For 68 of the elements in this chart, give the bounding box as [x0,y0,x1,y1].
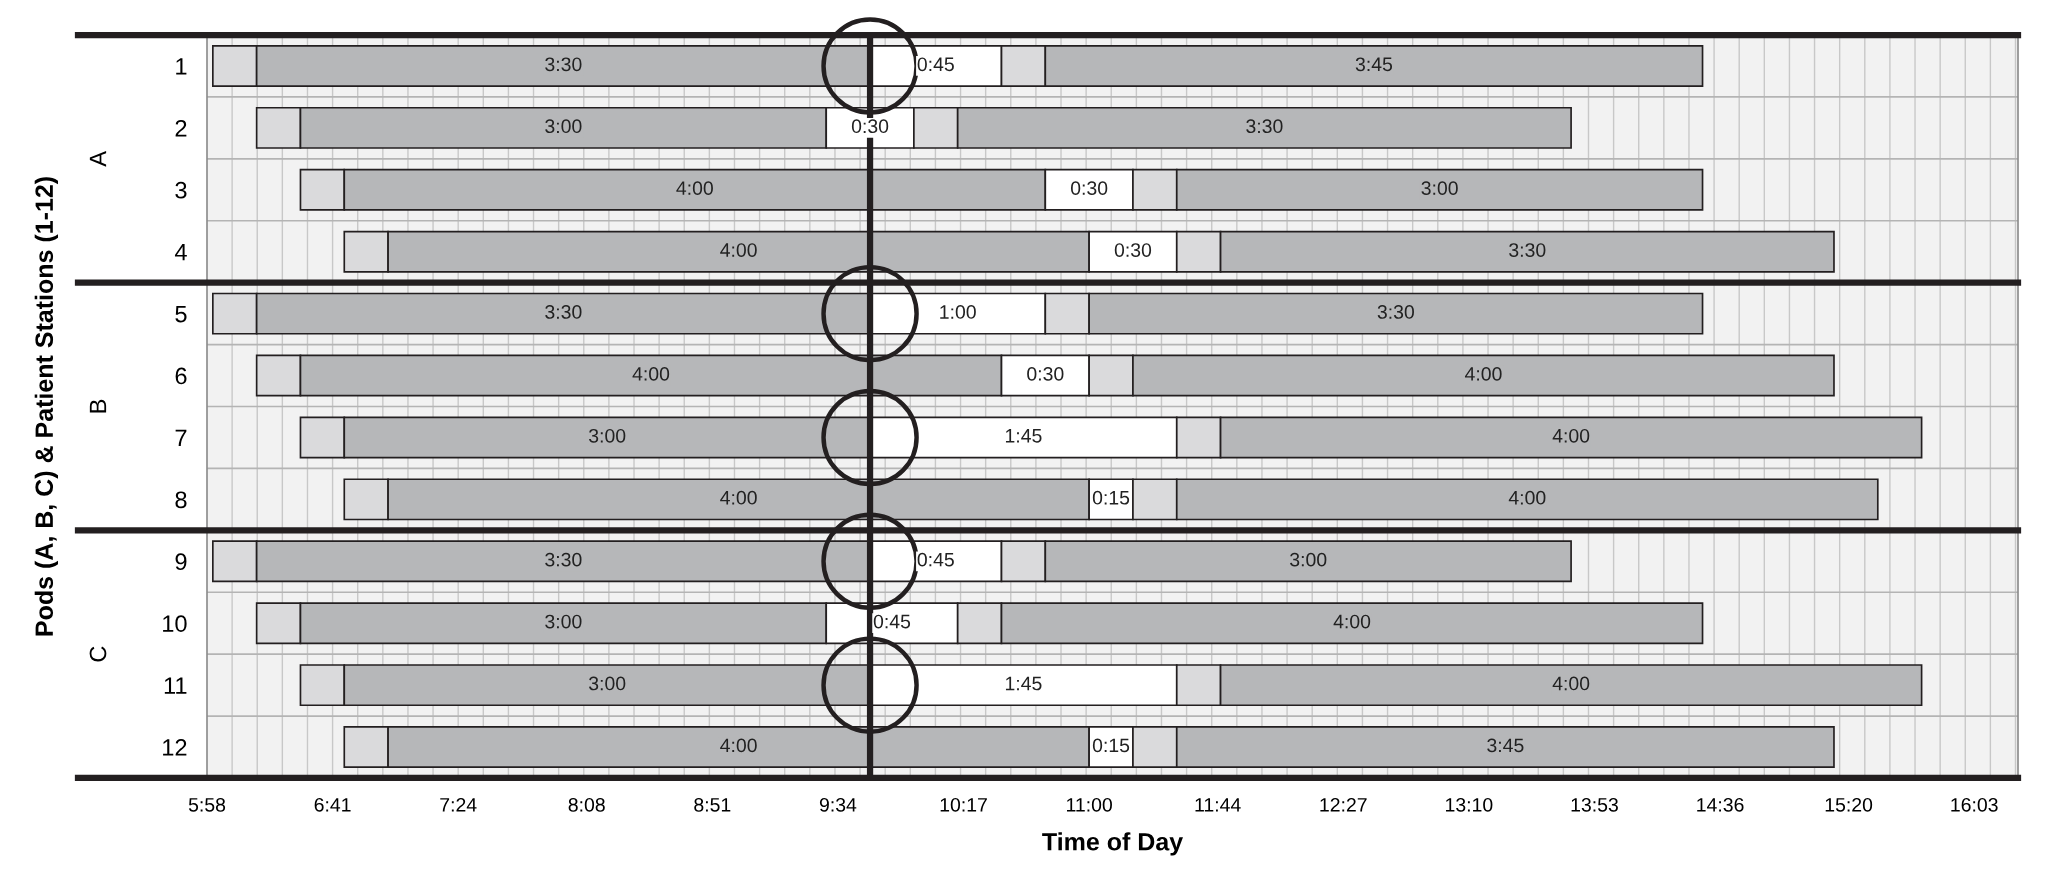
x-tick-label: 5:58 [188,797,226,812]
data-label: 4:00 [1552,676,1590,691]
y-tick-label: 9 [175,553,187,571]
x-tick-label: 11:44 [1195,798,1241,812]
x-axis-title: Time of Day [1042,832,1183,856]
data-label: 4:00 [1333,614,1371,629]
x-tick-label: 12:27 [1320,797,1367,812]
data-label: 0:45 [873,614,911,629]
x-tick-label: 8:08 [568,797,605,812]
data-label: 0:45 [917,552,954,567]
data-label: 4:00 [1552,428,1590,443]
text: A [89,151,107,167]
data-label: 4:00 [720,490,757,505]
x-tick-label: 6:41 [314,797,351,812]
data-label: 3:00 [545,119,582,134]
data-label: 4:00 [1464,366,1502,381]
data-label: 4:00 [632,366,670,381]
x-tick-label: 9:34 [819,797,857,812]
y-tick-label: 8 [175,491,187,509]
data-label: 3:45 [1355,57,1393,72]
data-label: 4:00 [1508,490,1546,505]
data-label: 3:30 [545,57,582,72]
y-tick-label: 2 [175,119,187,137]
data-label: 3:00 [1290,552,1327,567]
data-label: 4:00 [676,181,713,196]
data-label: 3:30 [1377,305,1414,319]
data-label: 1:45 [1005,676,1042,691]
y-axis-title: Pods (A, B, C) & Patient Stations (1-12) [34,177,58,636]
x-tick-label: 11:00 [1067,797,1112,812]
y-tick-label: 6 [175,367,187,385]
data-label: 0:30 [1070,181,1108,196]
data-label: 3:30 [545,552,582,567]
data-label: 3:00 [1421,181,1458,196]
data-label: 0:30 [1027,366,1064,381]
y-tick-label: 3 [175,181,187,199]
y-tick-label: 5 [175,305,187,323]
data-label: 3:00 [588,428,626,443]
y-tick-label: 7 [175,429,187,447]
data-label: 0:30 [851,119,889,134]
x-tick-label: 7:24 [440,797,477,812]
data-label: 1:00 [940,305,976,319]
data-label: 0:30 [1114,243,1152,257]
text: B [89,399,107,413]
x-tick-label: 13:53 [1571,797,1618,812]
data-label: 3:45 [1487,738,1524,753]
data-label: 3:30 [1509,243,1546,257]
x-tick-label: 8:51 [694,797,731,812]
y-tick-label: 10 [163,615,187,632]
x-tick-label: 10:17 [940,797,987,812]
y-tick-label: 1 [176,58,187,75]
data-label: 0:45 [917,57,954,72]
data-label: 4:00 [720,738,757,753]
data-label: 3:30 [545,305,582,319]
data-label: 1:45 [1005,429,1042,443]
data-label: 3:30 [1246,119,1283,134]
data-label: 3:00 [588,676,626,691]
x-tick-label: 15:20 [1825,797,1873,812]
y-tick-label: 4 [174,244,187,261]
x-tick-label: 13:10 [1446,797,1493,812]
data-label: 0:15 [1092,490,1130,505]
x-tick-label: 16:03 [1951,797,1998,812]
y-tick-label: 11 [164,677,187,694]
data-label: 0:15 [1092,738,1130,753]
data-label: 3:00 [545,614,582,629]
data-label: 4:00 [720,243,757,257]
text: C [89,646,107,662]
y-tick-label: 12 [163,739,187,756]
x-tick-label: 14:36 [1697,797,1744,812]
